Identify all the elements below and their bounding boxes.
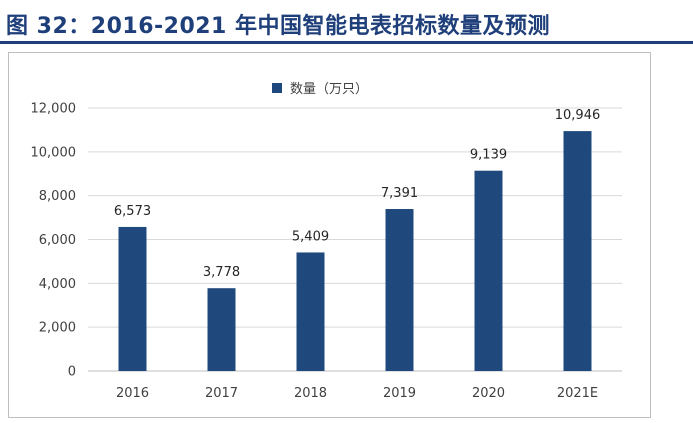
bar xyxy=(474,170,503,371)
bar xyxy=(207,288,236,371)
y-tick-label: 12,000 xyxy=(31,102,77,117)
figure-title: 图 32：2016-2021 年中国智能电表招标数量及预测 xyxy=(6,14,551,39)
title-underline xyxy=(0,41,693,44)
chart-frame xyxy=(8,52,651,418)
x-tick-label: 2021E xyxy=(557,386,598,401)
data-label: 7,391 xyxy=(381,186,418,201)
bar xyxy=(296,252,325,371)
y-tick-label: 6,000 xyxy=(39,233,76,248)
legend-label: 数量（万只） xyxy=(290,82,368,97)
x-tick-label: 2020 xyxy=(472,386,505,401)
data-label: 3,778 xyxy=(203,265,240,280)
data-label: 10,946 xyxy=(555,108,601,123)
bar xyxy=(385,209,414,371)
data-label: 9,139 xyxy=(470,148,507,163)
y-tick-label: 0 xyxy=(68,365,76,380)
data-label: 5,409 xyxy=(292,229,329,244)
x-tick-label: 2018 xyxy=(294,386,327,401)
data-label: 6,573 xyxy=(114,204,151,219)
y-tick-label: 2,000 xyxy=(39,321,76,336)
x-tick-label: 2017 xyxy=(205,386,238,401)
bar xyxy=(118,226,147,371)
y-tick-label: 8,000 xyxy=(39,189,76,204)
x-tick-label: 2019 xyxy=(383,386,416,401)
legend-swatch xyxy=(272,83,282,93)
y-tick-label: 10,000 xyxy=(31,145,77,160)
y-tick-label: 4,000 xyxy=(39,277,76,292)
bar xyxy=(563,131,592,371)
x-tick-label: 2016 xyxy=(116,386,149,401)
